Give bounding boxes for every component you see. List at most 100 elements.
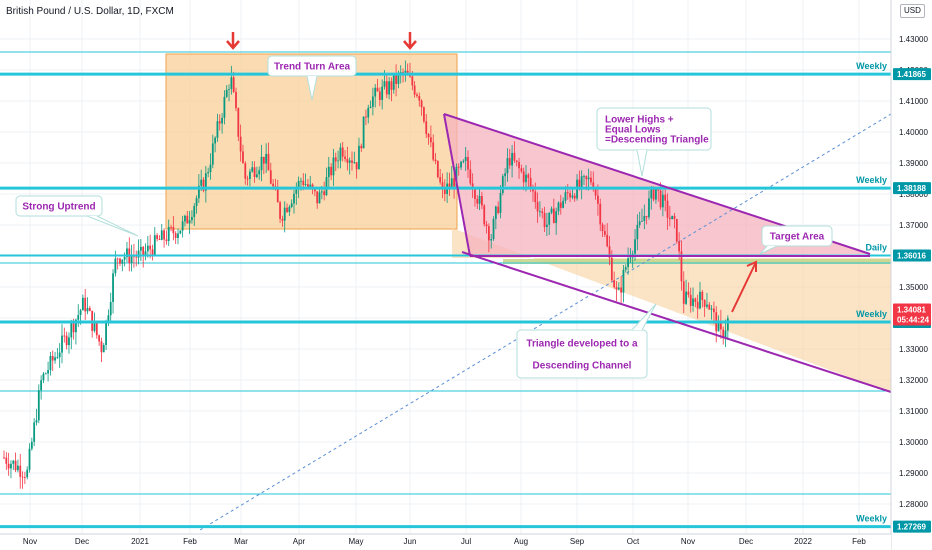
candle-body-down (432, 142, 435, 160)
candle-body-down (682, 281, 685, 304)
candle-body-down (360, 145, 363, 149)
candle-body-up (309, 184, 312, 187)
candle-body-up (504, 173, 507, 177)
candle-body-down (448, 183, 451, 188)
y-tick-label: 1.31000 (899, 407, 928, 416)
candle-body-up (177, 233, 179, 238)
candle-body-down (434, 159, 437, 162)
candle-body-down (355, 162, 358, 170)
price-axis-bg[interactable] (891, 0, 932, 550)
candle-body-down (95, 322, 98, 336)
x-tick-label: 2022 (794, 537, 812, 546)
current-price-label: 1.34081 (897, 305, 926, 314)
candle-body-up (638, 221, 641, 225)
candle-body-up (583, 176, 585, 177)
candle-body-down (441, 182, 444, 188)
candle-body-up (293, 193, 295, 204)
candle-body-up (188, 220, 191, 224)
candle-body-down (518, 162, 520, 169)
x-tick-label: Dec (739, 537, 753, 546)
candle-body-down (72, 323, 75, 333)
candle-body-down (313, 188, 316, 192)
candle-body-up (650, 188, 653, 199)
strong-uptrend-callout-pointer (86, 215, 139, 237)
candle-body-down (483, 205, 486, 225)
candle-body-up (44, 373, 47, 375)
candle-body-down (395, 74, 397, 84)
candle-body-up (114, 258, 117, 274)
target-area-callout-text-0: Target Area (770, 232, 825, 243)
candle-body-up (337, 160, 339, 162)
candle-body-down (703, 300, 706, 307)
candle-body-down (202, 179, 205, 191)
triangle-left-line (443, 113, 471, 257)
candle-body-down (19, 465, 22, 477)
candle-body-down (244, 163, 247, 179)
candle-body-down (657, 189, 660, 191)
candle-body-up (260, 156, 263, 171)
candle-body-down (427, 133, 430, 138)
target-area-callout-box (761, 225, 833, 247)
candle-body-up (699, 291, 701, 309)
level-tag-label-2: 1.36016 (897, 252, 926, 261)
x-tick-label: Aug (514, 537, 528, 546)
candle-body-down (163, 230, 165, 240)
x-tick-label: Apr (293, 537, 306, 546)
candle-body-down (569, 193, 571, 198)
candle-body-down (307, 184, 309, 187)
candle-body-down (286, 207, 288, 212)
level-name-1: Weekly (856, 175, 887, 185)
candle-body-down (436, 161, 439, 178)
y-tick-label: 1.28000 (899, 500, 928, 509)
candle-body-down (341, 147, 344, 157)
candle-body-up (216, 121, 219, 138)
candle-body-up (304, 184, 307, 186)
strong-uptrend-callout-box (15, 195, 103, 217)
time-axis-bg[interactable] (0, 534, 891, 550)
candle-body-down (487, 226, 490, 241)
candle-body-down (402, 72, 404, 73)
candle-body-down (606, 234, 609, 247)
candle-body-up (555, 211, 558, 224)
candle-body-down (235, 91, 237, 109)
candle-body-up (367, 107, 370, 118)
candle-body-down (311, 184, 314, 189)
triangle-callout-text-1: Equal Lows (605, 125, 661, 136)
candle-body-up (490, 239, 493, 241)
currency-button[interactable]: USD (900, 4, 925, 18)
candle-body-down (365, 116, 367, 118)
candle-body-up (464, 157, 467, 161)
candle-body-up (571, 195, 574, 198)
candle-body-down (659, 190, 662, 208)
candle-body-down (425, 121, 428, 134)
candle-body-up (327, 166, 330, 178)
candle-body-down (585, 176, 588, 180)
candle-body-down (165, 239, 168, 241)
candle-body-up (181, 221, 184, 231)
level-name-0: Weekly (856, 61, 887, 71)
candle-body-up (28, 448, 31, 470)
candle-body-up (193, 205, 196, 217)
candle-body-up (70, 323, 73, 338)
candle-body-down (453, 178, 455, 187)
candle-body-down (330, 166, 333, 176)
candle-body-down (597, 195, 599, 204)
triangle-callout-box (596, 107, 712, 151)
channel-callout-text-1: Descending Channel (533, 361, 632, 372)
candle-body-down (334, 157, 337, 162)
candle-body-up (211, 143, 214, 165)
candle-body-up (353, 162, 356, 163)
candle-body-up (283, 207, 286, 221)
candle-body-up (392, 74, 395, 90)
candle-body-up (191, 216, 193, 221)
candle-body-up (75, 319, 77, 333)
candle-body-down (376, 87, 379, 92)
level-tag-bg-1 (893, 182, 931, 195)
candle-body-up (258, 170, 261, 175)
candle-body-up (300, 180, 302, 182)
candle-body-up (139, 246, 142, 251)
candle-body-down (351, 160, 353, 163)
candle-body-up (587, 177, 590, 180)
